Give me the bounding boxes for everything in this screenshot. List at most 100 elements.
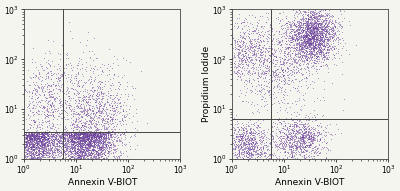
Point (236, 16, 242, 19)
Point (73, 136, 79, 139)
Point (33, 147, 39, 150)
Point (22, 142, 29, 145)
Point (75, 116, 81, 119)
Point (48, 114, 55, 117)
Point (102, 149, 108, 152)
Point (75, 136, 82, 139)
Point (298, 143, 305, 146)
Point (312, 34, 319, 37)
Point (231, 143, 237, 146)
Point (234, 121, 241, 125)
Point (90, 156, 96, 159)
Point (314, 147, 321, 150)
Point (60, 144, 66, 147)
Point (85, 138, 91, 141)
Point (267, 62, 274, 65)
Point (79, 142, 86, 145)
Point (35, 96, 41, 99)
Point (84, 113, 91, 116)
Point (237, 89, 244, 92)
Point (288, 29, 295, 32)
Point (298, 43, 305, 46)
Point (68, 155, 74, 158)
Point (115, 63, 122, 66)
Point (101, 141, 107, 144)
Point (38, 104, 44, 107)
Point (44, 138, 51, 141)
Point (78, 125, 84, 128)
Point (38, 149, 45, 152)
Point (30, 139, 36, 142)
Point (236, 59, 242, 62)
Point (298, 137, 305, 140)
Point (308, 14, 314, 17)
Point (336, 22, 342, 25)
Point (50, 111, 56, 114)
Point (72, 133, 79, 136)
Point (97, 111, 104, 114)
Point (44, 100, 51, 103)
Point (24, 149, 30, 152)
Point (296, 57, 302, 60)
Point (264, 72, 271, 75)
Point (310, 47, 316, 50)
Point (302, 36, 308, 40)
Point (24, 154, 30, 157)
Point (25, 134, 31, 137)
Point (322, 64, 329, 67)
Point (270, 135, 277, 138)
Point (283, 117, 290, 120)
Point (319, 36, 326, 39)
Point (119, 152, 126, 155)
Point (315, 26, 321, 29)
Point (75, 136, 82, 139)
Point (300, 35, 306, 38)
Point (74, 133, 80, 136)
Point (95, 74, 101, 77)
Point (82, 135, 89, 138)
Point (309, 25, 315, 28)
Point (258, 150, 265, 153)
Point (100, 143, 106, 146)
Point (245, 39, 252, 42)
Point (105, 155, 111, 158)
Point (327, 36, 333, 39)
Point (310, 136, 316, 139)
Point (241, 142, 248, 145)
Point (297, 151, 304, 154)
Point (49, 138, 55, 141)
Point (248, 44, 254, 47)
Point (304, 122, 310, 125)
Point (23, 137, 30, 140)
Point (92, 134, 98, 137)
Point (88, 150, 94, 153)
Point (55, 154, 61, 157)
Point (49, 143, 56, 146)
Point (233, 39, 240, 42)
Point (267, 89, 274, 92)
Point (92, 134, 98, 137)
Point (107, 65, 113, 68)
Point (234, 135, 241, 138)
Point (34, 136, 41, 139)
Point (38, 140, 45, 143)
Point (257, 38, 263, 41)
Point (47, 89, 54, 92)
Point (68, 147, 75, 150)
Point (83, 98, 90, 101)
Point (67, 108, 74, 111)
Point (59, 112, 65, 115)
Point (295, 67, 302, 70)
Point (243, 48, 250, 51)
Point (270, 48, 277, 51)
Point (76, 138, 83, 142)
Point (108, 118, 114, 121)
Point (79, 139, 86, 142)
Point (106, 69, 112, 72)
Point (310, 108, 317, 112)
Point (77, 139, 84, 142)
Point (36, 138, 42, 141)
Point (241, 143, 247, 146)
Point (96, 147, 102, 150)
Point (313, 13, 319, 16)
